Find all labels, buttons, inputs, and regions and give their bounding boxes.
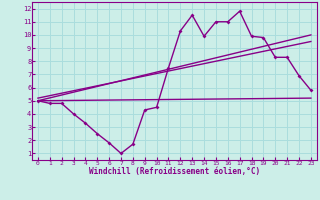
X-axis label: Windchill (Refroidissement éolien,°C): Windchill (Refroidissement éolien,°C) bbox=[89, 167, 260, 176]
